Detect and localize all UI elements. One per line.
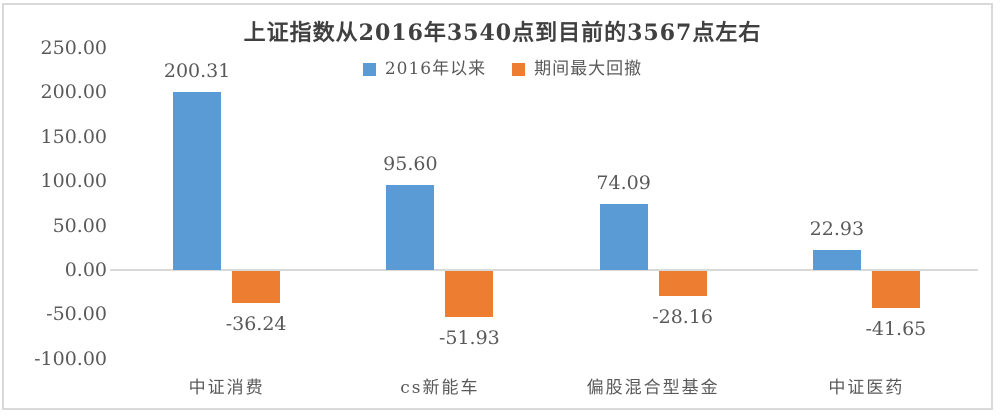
legend-swatch-icon [362, 62, 376, 76]
legend-label: 期间最大回撤 [534, 59, 643, 79]
bar-value-label: -51.93 [438, 327, 500, 350]
x-axis-category-label: cs新能车 [400, 378, 480, 398]
bar-series0-cat0 [173, 92, 222, 270]
chart-title: 上证指数从2016年3540点到目前的3567点左右 [243, 20, 762, 46]
y-axis-tick-label: 50.00 [52, 214, 107, 237]
y-axis-tick-label: -100.00 [34, 347, 107, 370]
bar-value-label: -28.16 [652, 306, 714, 329]
chart-border-frame [2, 3, 993, 410]
legend-item-series0: 2016年以来 [362, 59, 487, 79]
bar-value-label: 74.09 [596, 172, 651, 195]
bar-series1-cat3 [871, 271, 920, 308]
y-axis-tick-label: 150.00 [40, 125, 107, 148]
bar-value-label: 200.31 [163, 60, 231, 82]
bar-series0-cat1 [386, 185, 435, 270]
bar-series0-cat3 [812, 249, 861, 270]
bar-series1-cat1 [445, 271, 494, 318]
zero-axis-line [110, 269, 978, 271]
chart-legend: 2016年以来 期间最大回撤 [0, 59, 1005, 79]
y-axis-tick-label: 200.00 [40, 81, 107, 104]
legend-label: 2016年以来 [384, 59, 487, 79]
legend-swatch-icon [512, 62, 526, 76]
bar-value-label: 22.93 [809, 217, 865, 240]
y-axis-tick-label: 100.00 [40, 170, 107, 193]
bar-value-label: -41.65 [865, 318, 927, 340]
y-axis-tick-label: 250.00 [40, 36, 107, 59]
bar-series1-cat0 [232, 271, 281, 304]
bar-value-label: -36.24 [225, 313, 287, 336]
bar-series1-cat2 [658, 271, 707, 297]
bar-value-label: 95.60 [383, 153, 438, 176]
x-axis-category-label: 中证医药 [828, 378, 905, 398]
x-axis-category-label: 偏股混合型基金 [586, 378, 720, 398]
y-axis-tick-label: -50.00 [46, 303, 107, 326]
legend-item-series1: 期间最大回撤 [512, 59, 642, 79]
x-axis-category-label: 中证消费 [188, 378, 265, 398]
y-axis-tick-label: 0.00 [64, 259, 107, 281]
bar-series0-cat2 [599, 204, 648, 270]
